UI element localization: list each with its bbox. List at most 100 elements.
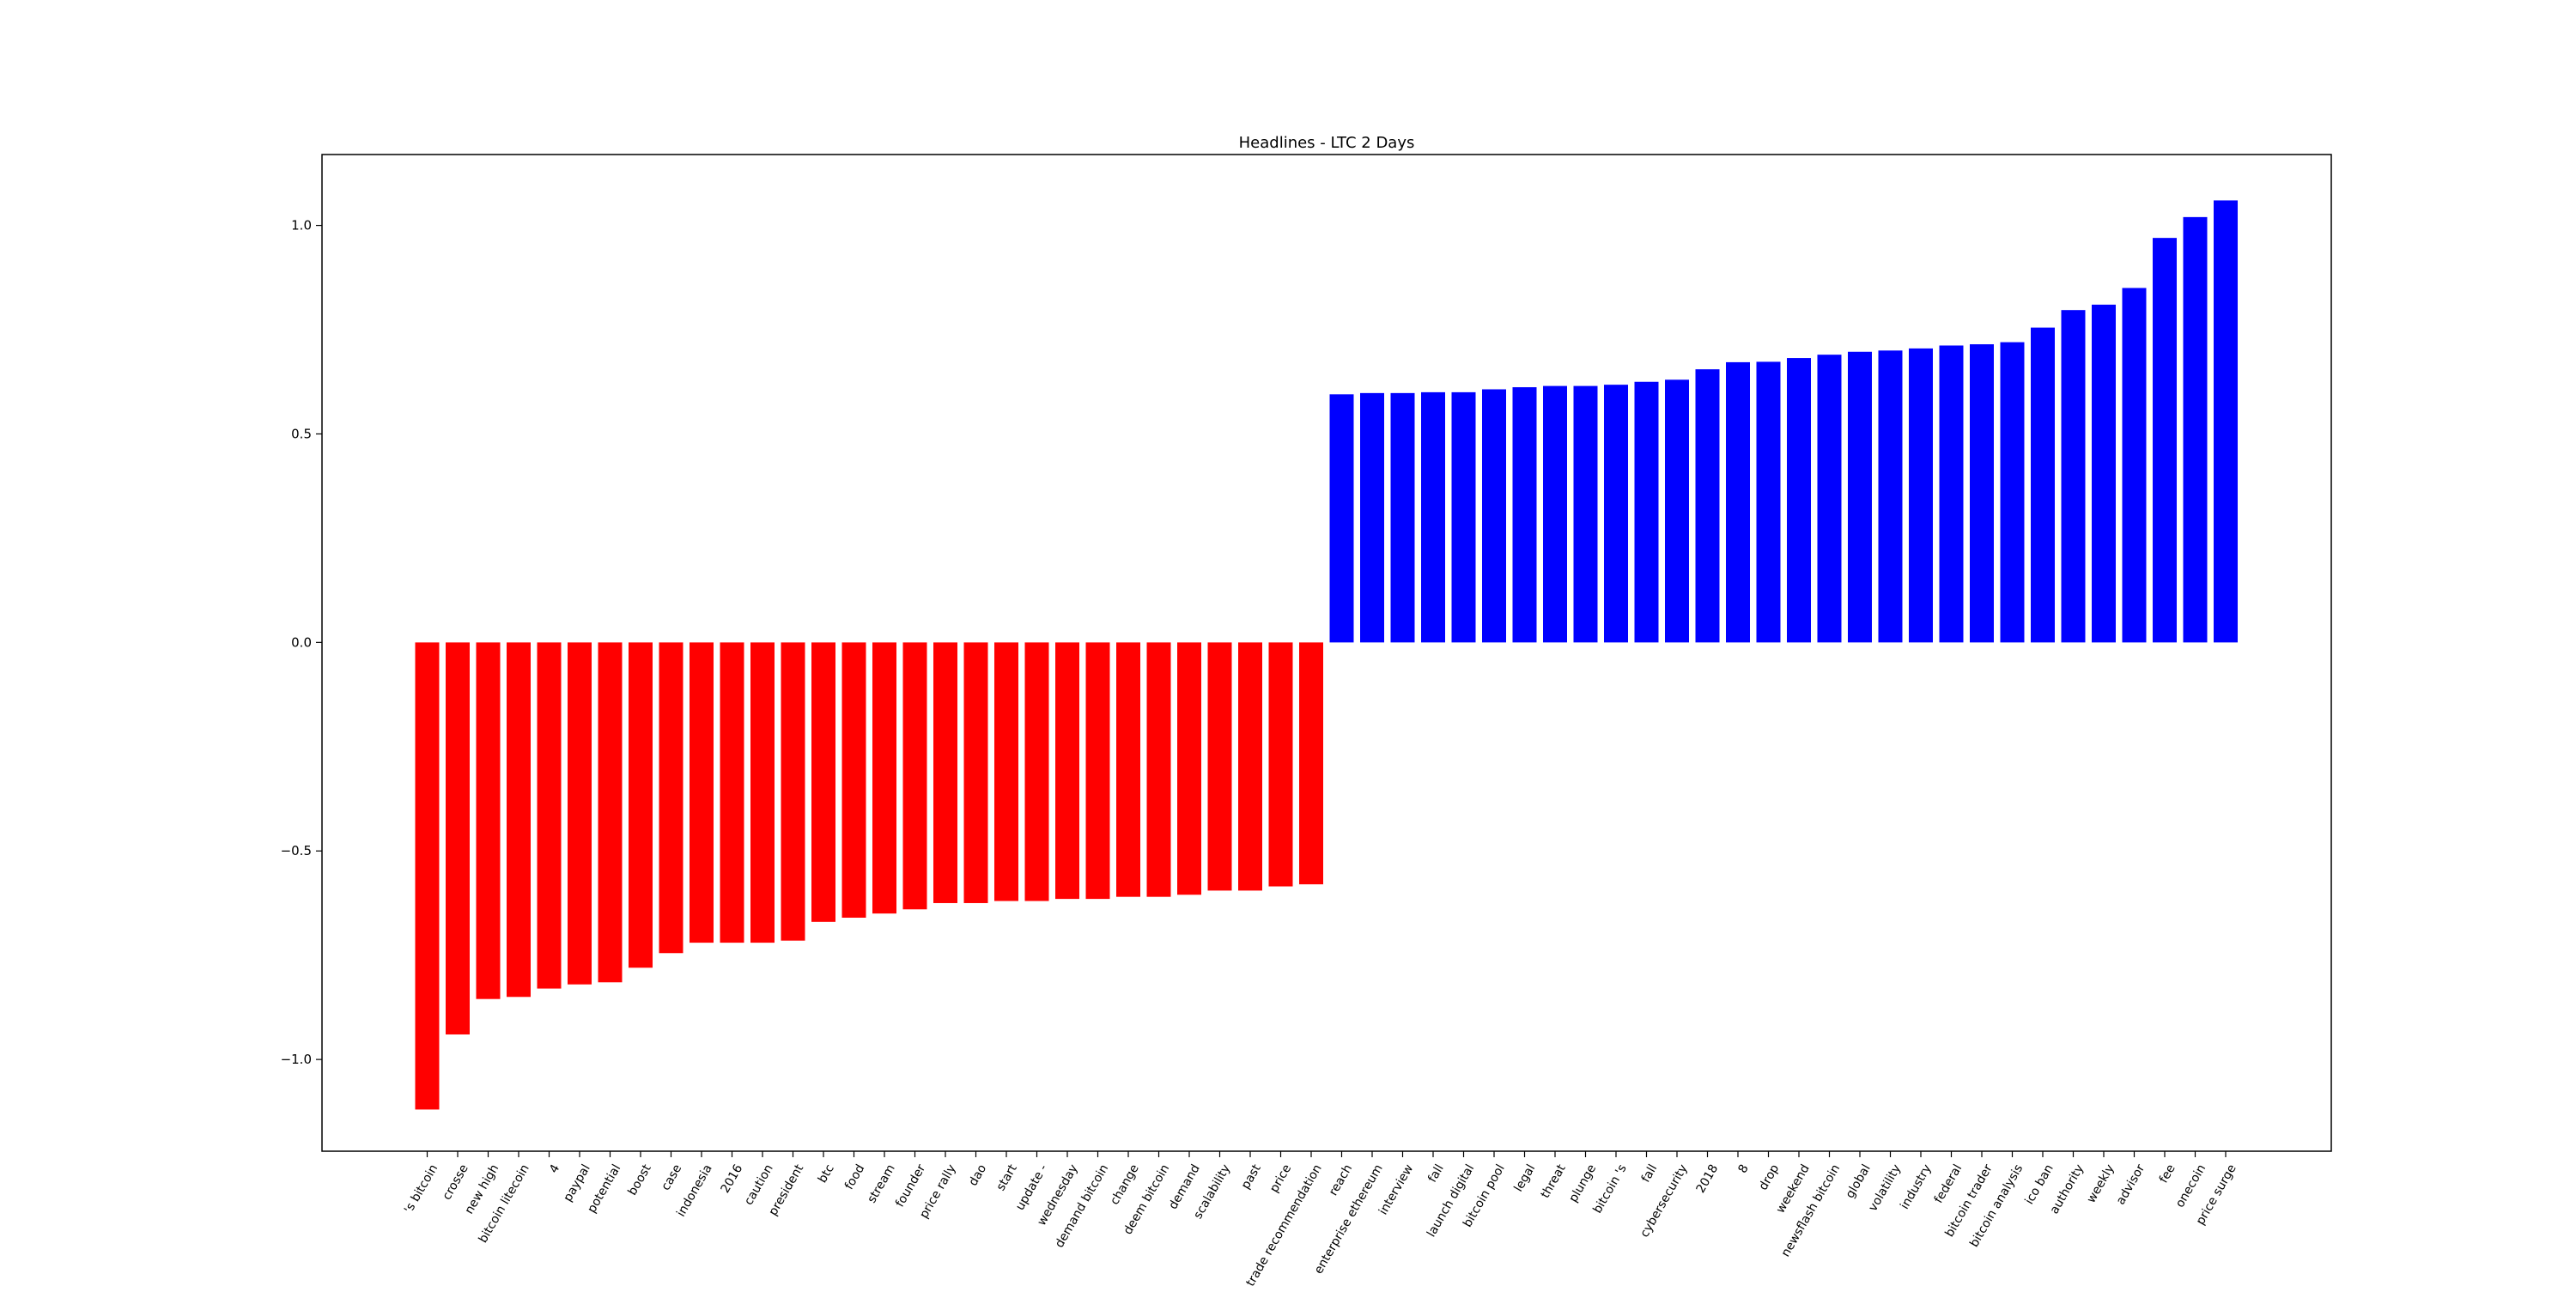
- y-tick-label: −0.5: [281, 843, 312, 858]
- bar: [2061, 310, 2086, 643]
- bar: [902, 642, 927, 910]
- x-tick-label: 2016: [719, 1162, 746, 1196]
- x-tick-label: plunge: [1566, 1162, 1599, 1205]
- bar: [994, 642, 1018, 901]
- y-tick-label: 1.0: [291, 218, 312, 234]
- bar: [568, 642, 592, 985]
- x-tick-label: past: [1239, 1162, 1264, 1192]
- bar: [1268, 642, 1293, 887]
- bars-group: [415, 200, 2238, 1110]
- bar: [1421, 391, 1445, 643]
- x-tick-label: 2018: [1694, 1162, 1722, 1196]
- x-tick-label: advisor: [2114, 1162, 2148, 1208]
- x-tick-label: ico ban: [2022, 1162, 2056, 1207]
- x-tick-label: crosse: [440, 1162, 471, 1203]
- bar: [598, 642, 623, 983]
- bar: [1909, 348, 1933, 643]
- x-tick-label: boost: [626, 1162, 655, 1198]
- bar: [629, 642, 653, 968]
- y-tick-label: 0.0: [291, 634, 312, 650]
- bar: [933, 642, 957, 903]
- bar: [1573, 385, 1598, 643]
- x-tick-label: threat: [1539, 1162, 1569, 1200]
- bar: [1482, 389, 1506, 643]
- bar: [1329, 394, 1354, 643]
- bar: [1024, 642, 1049, 901]
- bar: [1848, 351, 1872, 643]
- bar: [1238, 642, 1262, 891]
- bar: [1939, 345, 1964, 643]
- x-tick-label: fall: [1639, 1162, 1661, 1185]
- bar: [690, 642, 714, 943]
- bar: [841, 642, 866, 918]
- bar: [2183, 216, 2208, 643]
- bar: [415, 642, 440, 1110]
- x-tick-label: caution: [742, 1162, 776, 1208]
- x-tick-label: price: [1267, 1162, 1294, 1195]
- bar: [1055, 642, 1079, 900]
- y-tick-label: 0.5: [291, 426, 312, 441]
- y-tick-label: −1.0: [281, 1052, 312, 1067]
- y-axis: 1.0 0.5 0.0 −0.5 −1.0: [281, 218, 322, 1067]
- x-tick-label: drop: [1757, 1162, 1783, 1193]
- x-tick-label: 's bitcoin: [402, 1162, 440, 1216]
- bar: [963, 642, 988, 903]
- bar: [781, 642, 805, 941]
- bar: [1817, 355, 1842, 643]
- x-tick-label: case: [659, 1162, 684, 1193]
- x-tick-label: legal: [1511, 1162, 1538, 1194]
- bar: [1970, 344, 1994, 643]
- plot-frame: [321, 154, 2332, 1152]
- bar: [2031, 327, 2055, 643]
- bar: [476, 642, 501, 999]
- bar: [1756, 361, 1781, 643]
- x-tick-label: fall: [1425, 1162, 1447, 1185]
- bar: [1787, 358, 1811, 643]
- x-tick-label: weekly: [2084, 1162, 2117, 1205]
- bar: [1543, 385, 1567, 643]
- bar: [1451, 391, 1476, 643]
- bar: [1512, 387, 1537, 643]
- x-tick-label: 4: [547, 1162, 562, 1176]
- bar: [1878, 350, 1903, 643]
- x-tick-label: newsflash bitcoin: [1779, 1162, 1844, 1259]
- bar: [1299, 642, 1323, 885]
- bar: [872, 642, 896, 914]
- bar: [2000, 342, 2025, 643]
- x-tick-label: federal: [1932, 1162, 1965, 1206]
- bar: [1634, 381, 1659, 643]
- x-tick-label: reach: [1327, 1162, 1355, 1198]
- x-tick-label: fee: [2157, 1162, 2178, 1186]
- bar: [2122, 288, 2147, 643]
- chart-title: Headlines - LTC 2 Days: [1239, 134, 1415, 152]
- bar: [1146, 642, 1171, 897]
- x-tick-label: start: [994, 1162, 1020, 1193]
- x-tick-label: paypal: [561, 1162, 592, 1204]
- x-tick-label: btc: [816, 1162, 837, 1186]
- bar: [720, 642, 744, 943]
- bar: [1390, 392, 1415, 643]
- bar: [659, 642, 683, 954]
- bar: [1360, 392, 1384, 643]
- x-tick-label: stream: [865, 1162, 897, 1205]
- bar: [750, 642, 775, 943]
- bar: [1665, 379, 1689, 643]
- bar: [1177, 642, 1201, 895]
- bar: [1726, 361, 1750, 643]
- bar: [507, 642, 531, 998]
- bar: [1695, 369, 1720, 643]
- bar: [2092, 304, 2116, 643]
- bar: [2153, 238, 2177, 643]
- bar: [537, 642, 562, 989]
- x-tick-label: food: [842, 1162, 867, 1192]
- x-tick-label: 8: [1735, 1162, 1751, 1176]
- bar: [1116, 642, 1140, 897]
- bar: [446, 642, 470, 1034]
- x-tick-label: dao: [966, 1162, 989, 1189]
- x-tick-label: global: [1844, 1162, 1874, 1201]
- bar: [2214, 200, 2238, 643]
- bar: [1604, 385, 1628, 643]
